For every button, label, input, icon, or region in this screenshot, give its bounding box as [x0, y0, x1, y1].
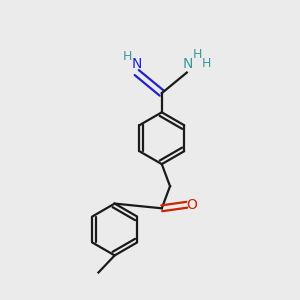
Text: O: O	[187, 198, 197, 212]
Text: H: H	[202, 57, 212, 70]
Text: H: H	[192, 48, 202, 62]
Text: H: H	[123, 50, 133, 63]
Text: N: N	[132, 57, 142, 71]
Text: N: N	[182, 57, 193, 71]
